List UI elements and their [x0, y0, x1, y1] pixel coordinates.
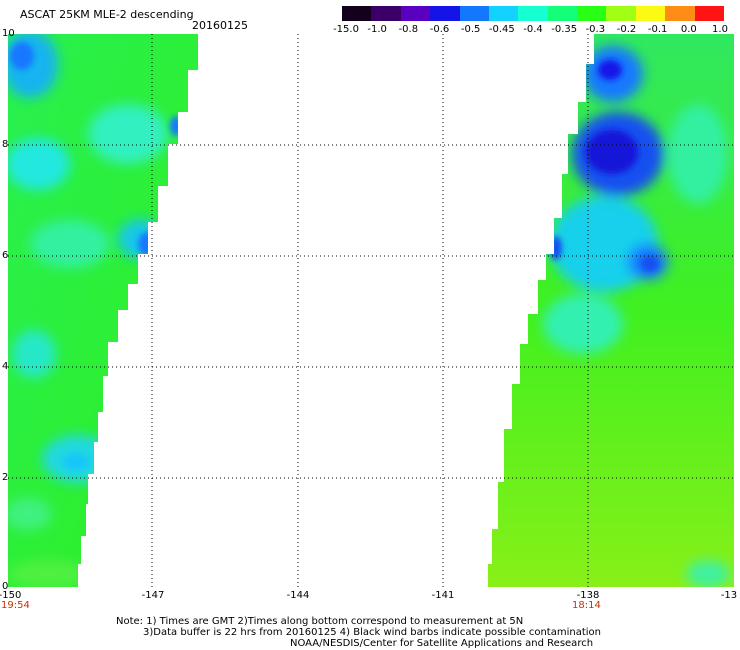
x-tick-label: -144 [286, 590, 310, 601]
note-line-3: NOAA/NESDIS/Center for Satellite Applica… [290, 638, 594, 649]
map-title: ASCAT 25KM MLE-2 descending [20, 8, 194, 21]
x-tick-label: -150 [0, 590, 22, 601]
colorbar-segment [400, 6, 431, 21]
left-swath [8, 34, 198, 587]
colorbar-segment [547, 6, 578, 21]
colorbar-segment [488, 6, 519, 21]
colorbar-tick-label: -0.45 [488, 24, 515, 35]
x-tick-label: -138 [576, 590, 600, 601]
y-tick-label: 6 [2, 250, 9, 261]
colorbar-segment [606, 6, 637, 21]
y-tick-label: 2 [2, 472, 9, 483]
colorbar-segment [342, 6, 372, 21]
y-tick-label: 0 [2, 581, 9, 592]
x-tick-label: -13 [720, 590, 738, 601]
colorbar-tick-label: -0.4 [523, 24, 543, 35]
note-line-1: Note: 1) Times are GMT 2)Times along bot… [116, 616, 524, 627]
colorbar-segment [694, 6, 725, 21]
grid-lines [8, 34, 734, 587]
colorbar-segment [430, 6, 461, 21]
colorbar-tick-label: -0.8 [398, 24, 419, 35]
colorbar-tick-label: 0.0 [680, 24, 697, 35]
pass-time-right: 18:14 [572, 600, 601, 611]
colorbar-segment [459, 6, 490, 21]
y-tick-label: 8 [2, 139, 9, 150]
colorbar-tick-label: -0.5 [460, 24, 481, 35]
colorbar-segment [635, 6, 666, 21]
colorbar-tick-label: -0.35 [551, 24, 578, 35]
colorbar-segment [577, 6, 607, 21]
colorbar-tick-label: -0.6 [429, 24, 450, 35]
colorbar-tick-label: -15.0 [333, 24, 359, 35]
x-tick-label: -147 [141, 590, 165, 601]
colorbar-segment [665, 6, 696, 21]
map-date: 20160125 [192, 19, 248, 32]
colorbar-tick-label: 1.0 [712, 24, 728, 35]
y-tick-label: 10 [2, 28, 15, 39]
colorbar-segment [518, 6, 549, 21]
colorbar-tick-label: -0.3 [585, 24, 606, 35]
colorbar-tick-label: -1.0 [367, 24, 387, 35]
note-line-2: 3)Data buffer is 22 hrs from 20160125 4)… [143, 627, 601, 638]
colorbar [342, 6, 725, 21]
pass-time-left: 19:54 [1, 600, 30, 611]
colorbar-tick-label: -0.1 [647, 24, 668, 35]
swath-map [8, 34, 734, 587]
colorbar-tick-label: -0.2 [616, 24, 637, 35]
x-tick-label: -141 [431, 590, 455, 601]
right-swath [488, 34, 734, 587]
colorbar-segment [371, 6, 402, 21]
y-tick-label: 4 [2, 361, 9, 372]
